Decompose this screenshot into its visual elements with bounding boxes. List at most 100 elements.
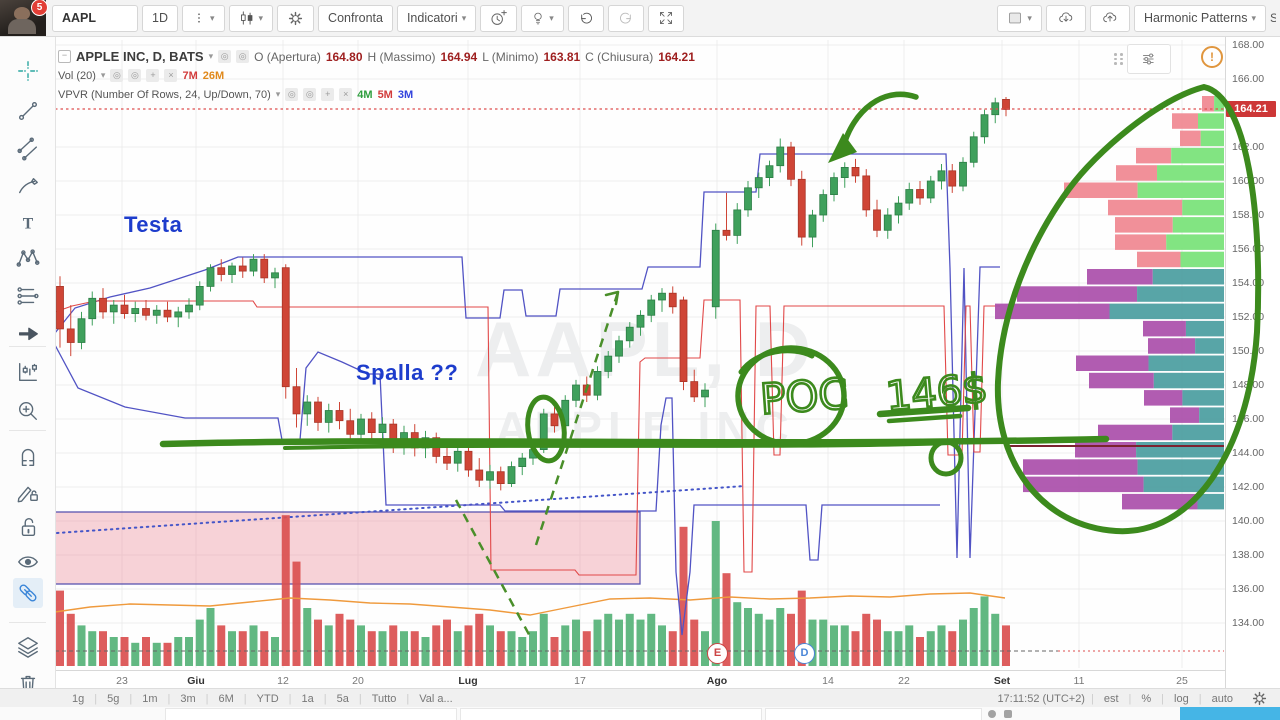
range-3m[interactable]: 3m (180, 692, 196, 705)
caret-down-icon[interactable]: ▾ (208, 51, 214, 61)
svg-text:T: T (23, 216, 34, 233)
tool-crosshair-icon[interactable] (13, 56, 43, 86)
object-tree-button[interactable] (1127, 44, 1171, 74)
caret-down-icon: ▾ (549, 12, 554, 23)
save-layout-button[interactable] (1089, 4, 1130, 32)
tool-trash-icon[interactable] (13, 668, 43, 698)
alarm-plus-icon (490, 9, 508, 27)
redo-button[interactable] (607, 4, 644, 32)
close-value: 164.21 (658, 49, 695, 64)
bottom-icon[interactable] (988, 710, 996, 718)
fullscreen-button[interactable] (647, 4, 684, 32)
price-tick: 168.00 (1232, 39, 1265, 51)
mode-percent[interactable]: % (1141, 692, 1152, 705)
tool-forecast-icon[interactable] (13, 281, 43, 311)
clipped-edge-text: S (1270, 11, 1276, 25)
tool-channels-icon[interactable] (13, 134, 43, 164)
add-alert-button[interactable] (480, 4, 518, 32)
tool-layers-icon[interactable] (13, 632, 43, 662)
candlestick-icon (239, 9, 255, 27)
vpvr-down-value: 5M (377, 88, 393, 101)
legend-icon-button[interactable]: ◎ (236, 50, 250, 63)
bottom-icon[interactable] (1004, 710, 1012, 718)
tool-arrow-icon[interactable] (13, 317, 43, 347)
axis-settings-gear-icon[interactable] (1251, 690, 1268, 707)
time-tick: Set (993, 675, 1011, 687)
tool-brush-icon[interactable] (13, 172, 43, 202)
range-5g[interactable]: 5g (107, 692, 120, 705)
price-tick: 154.00 (1232, 277, 1265, 289)
chart-style-button[interactable]: ▾ (228, 4, 274, 32)
forecast-icon (16, 284, 40, 308)
chart-settings-button[interactable] (277, 4, 315, 32)
legend-icon-button[interactable]: ◎ (285, 88, 299, 101)
compare-button[interactable]: Confronta (318, 4, 393, 32)
time-tick: 17 (574, 675, 586, 687)
legend-icon-button[interactable]: × (339, 88, 353, 101)
earnings-marker[interactable]: E (707, 643, 728, 664)
pane-drag-handle[interactable] (1114, 53, 1124, 65)
legend-icon-button[interactable]: × (164, 69, 178, 82)
range-1a[interactable]: 1a (301, 692, 314, 705)
price-tick: 162.00 (1232, 141, 1265, 153)
tool-link-icon[interactable] (13, 578, 43, 608)
collapse-legend-button[interactable]: − (58, 50, 71, 63)
dividend-marker[interactable]: D (794, 643, 815, 664)
text-icon: T (16, 211, 40, 235)
caret-down-icon[interactable]: ▾ (275, 89, 281, 99)
tool-magnet-icon[interactable] (13, 442, 43, 472)
ideas-button[interactable]: ▾ (521, 4, 564, 32)
legend-icon-button[interactable]: + (321, 88, 335, 101)
drawing-toolbar: T (0, 36, 56, 720)
sliders-icon (1139, 50, 1159, 68)
load-layout-button[interactable] (1045, 4, 1086, 32)
range-ytd[interactable]: YTD (256, 692, 279, 705)
symbol-input[interactable]: AAPL (52, 4, 138, 32)
legend-icon-button[interactable]: ◎ (110, 69, 124, 82)
interval-button[interactable]: 1D (142, 4, 178, 32)
tool-xabcd-pattern-icon[interactable] (13, 244, 43, 274)
cloud-upload-icon (1100, 10, 1120, 26)
clock[interactable]: 17:11:52 (UTC+2) (997, 692, 1085, 705)
range-tutto[interactable]: Tutto (371, 692, 397, 705)
mode-auto[interactable]: auto (1211, 692, 1233, 705)
range-vala[interactable]: Val a... (419, 692, 453, 705)
long-position-icon (16, 360, 40, 384)
range-1g[interactable]: 1g (72, 692, 85, 705)
layout-select-button[interactable]: ▾ (997, 4, 1042, 32)
layers-icon (16, 635, 40, 659)
tool-eye-icon[interactable] (13, 546, 43, 576)
interval-menu-button[interactable]: ▾ (181, 4, 225, 32)
chart-pane[interactable]: AAPL, D APPLE INC (0, 36, 1280, 670)
price-tick: 142.00 (1232, 481, 1265, 493)
cloud-download-icon (1056, 10, 1076, 26)
separator: | (358, 692, 362, 705)
range-5a[interactable]: 5a (336, 692, 349, 705)
tool-zoom-in-icon[interactable] (13, 396, 43, 426)
bottom-blue-button[interactable] (1180, 707, 1280, 720)
legend-icon-button[interactable]: ◎ (303, 88, 317, 101)
mode-est[interactable]: est (1103, 692, 1119, 705)
template-select-button[interactable]: Harmonic Patterns ▾ (1133, 4, 1266, 32)
data-problem-icon[interactable]: ! (1201, 46, 1223, 68)
caret-down-icon[interactable]: ▾ (100, 70, 106, 80)
legend-icon-button[interactable]: + (146, 69, 160, 82)
tool-long-position-icon[interactable] (13, 357, 43, 387)
tool-text-icon[interactable]: T (13, 208, 43, 238)
legend-icon-button[interactable]: ◎ (128, 69, 142, 82)
arrow-icon (16, 320, 40, 344)
tool-lock-icon[interactable] (13, 512, 43, 542)
tool-drawing-lock-icon[interactable] (13, 477, 43, 507)
tool-trendline-icon[interactable] (13, 96, 43, 126)
lock-icon (16, 515, 40, 539)
lightbulb-icon (531, 10, 545, 27)
range-1m[interactable]: 1m (142, 692, 158, 705)
separator: | (323, 692, 327, 705)
indicators-button[interactable]: Indicatori ▾ (396, 4, 477, 32)
webcam-overlay: 5 (0, 0, 48, 36)
undo-button[interactable] (567, 4, 604, 32)
time-axis[interactable] (55, 670, 1225, 689)
mode-log[interactable]: log (1174, 692, 1189, 705)
legend-icon-button[interactable]: ◎ (218, 50, 232, 63)
range-6m[interactable]: 6M (218, 692, 234, 705)
